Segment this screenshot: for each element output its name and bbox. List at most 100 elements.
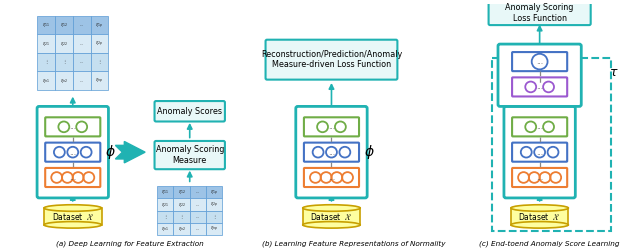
Text: $\xi_{n2}$: $\xi_{n2}$	[60, 77, 68, 85]
Text: ...: ...	[196, 227, 200, 231]
Text: $\xi_{n2}$: $\xi_{n2}$	[177, 225, 186, 233]
Text: Reconstruction/Prediction/Anomaly
Measure-driven Loss Function: Reconstruction/Prediction/Anomaly Measur…	[261, 50, 402, 69]
Ellipse shape	[303, 205, 360, 211]
FancyBboxPatch shape	[296, 106, 367, 198]
Text: ...: ...	[196, 215, 200, 219]
FancyBboxPatch shape	[154, 141, 225, 169]
Text: ...: ...	[79, 23, 84, 27]
Bar	[91, 34, 108, 53]
Text: $\xi_{21}$: $\xi_{21}$	[161, 200, 169, 208]
Text: ...: ...	[69, 173, 76, 182]
Bar	[37, 53, 55, 71]
Text: $\xi_{22}$: $\xi_{22}$	[177, 200, 186, 208]
Bar	[73, 34, 91, 53]
FancyBboxPatch shape	[512, 52, 567, 71]
Ellipse shape	[44, 205, 102, 211]
Text: ϕ: ϕ	[106, 145, 115, 159]
Bar	[511, 208, 568, 225]
FancyBboxPatch shape	[45, 168, 100, 187]
Text: ...: ...	[328, 122, 335, 131]
Text: ...: ...	[196, 202, 200, 206]
Bar	[73, 71, 91, 90]
Bar	[189, 211, 206, 223]
Text: $\vdots$: $\vdots$	[97, 58, 102, 66]
Text: ...: ...	[79, 42, 84, 46]
Text: $\xi_{2p}$: $\xi_{2p}$	[95, 39, 104, 48]
Text: $\xi_{n1}$: $\xi_{n1}$	[42, 77, 50, 85]
Text: ...: ...	[79, 60, 84, 64]
Bar	[91, 16, 108, 34]
Text: ...: ...	[79, 79, 84, 83]
Bar	[55, 71, 73, 90]
Bar	[173, 198, 189, 211]
Polygon shape	[115, 141, 145, 163]
Bar	[173, 211, 189, 223]
FancyBboxPatch shape	[504, 106, 575, 198]
Text: $\xi_{n1}$: $\xi_{n1}$	[161, 225, 169, 233]
Bar	[37, 34, 55, 53]
FancyBboxPatch shape	[45, 117, 100, 136]
Bar	[173, 186, 189, 198]
Text: $\vdots$: $\vdots$	[44, 58, 48, 66]
Text: Dataset  $\mathcal{X}$: Dataset $\mathcal{X}$	[52, 211, 94, 222]
Bar	[157, 186, 173, 198]
Bar	[37, 16, 55, 34]
FancyBboxPatch shape	[304, 143, 359, 162]
Text: Anomaly Scoring
Loss Function: Anomaly Scoring Loss Function	[506, 3, 574, 23]
Bar	[206, 223, 223, 235]
Bar	[55, 53, 73, 71]
Text: ...: ...	[536, 148, 543, 157]
Bar	[157, 211, 173, 223]
Text: $\vdots$: $\vdots$	[212, 212, 216, 221]
Text: Dataset  $\mathcal{X}$: Dataset $\mathcal{X}$	[518, 211, 561, 222]
Text: $\xi_{21}$: $\xi_{21}$	[42, 40, 50, 48]
Text: ...: ...	[536, 122, 543, 131]
Bar	[55, 34, 73, 53]
FancyBboxPatch shape	[304, 117, 359, 136]
Bar	[73, 16, 91, 34]
FancyBboxPatch shape	[37, 106, 108, 198]
Bar	[55, 16, 73, 34]
Bar	[206, 211, 223, 223]
Text: $\xi_{11}$: $\xi_{11}$	[161, 188, 169, 196]
Bar	[44, 208, 102, 225]
Text: ...: ...	[196, 190, 200, 194]
Bar	[189, 198, 206, 211]
Text: $\xi_{2p}$: $\xi_{2p}$	[210, 200, 218, 209]
Ellipse shape	[303, 222, 360, 228]
Ellipse shape	[44, 222, 102, 228]
Bar	[157, 198, 173, 211]
Text: ϕ: ϕ	[365, 145, 374, 159]
Ellipse shape	[511, 222, 568, 228]
FancyBboxPatch shape	[498, 44, 581, 106]
Text: $\xi_{np}$: $\xi_{np}$	[95, 76, 104, 85]
FancyBboxPatch shape	[512, 143, 567, 162]
Bar	[157, 223, 173, 235]
Text: ...: ...	[536, 82, 543, 91]
Text: ...: ...	[328, 173, 335, 182]
Bar	[37, 71, 55, 90]
Text: (c) End-toend Anomaly Score Learning: (c) End-toend Anomaly Score Learning	[479, 240, 620, 247]
FancyBboxPatch shape	[512, 168, 567, 187]
Text: $\xi_{11}$: $\xi_{11}$	[42, 21, 50, 29]
Bar	[91, 71, 108, 90]
Text: ...: ...	[536, 57, 543, 66]
FancyBboxPatch shape	[154, 101, 225, 122]
Text: $\xi_{12}$: $\xi_{12}$	[177, 188, 186, 196]
Text: $\vdots$: $\vdots$	[163, 212, 168, 221]
Text: τ: τ	[610, 66, 618, 79]
Bar	[91, 53, 108, 71]
Text: Dataset  $\mathcal{X}$: Dataset $\mathcal{X}$	[310, 211, 353, 222]
Bar	[189, 186, 206, 198]
Bar	[173, 223, 189, 235]
FancyBboxPatch shape	[304, 168, 359, 187]
Bar	[206, 198, 223, 211]
Text: ...: ...	[536, 173, 543, 182]
Text: ...: ...	[69, 122, 76, 131]
Text: (a) Deep Learning for Feature Extraction: (a) Deep Learning for Feature Extraction	[56, 240, 204, 247]
FancyBboxPatch shape	[512, 77, 567, 96]
Bar	[189, 223, 206, 235]
Text: Anomaly Scoring
Measure: Anomaly Scoring Measure	[156, 145, 224, 165]
FancyBboxPatch shape	[488, 1, 591, 25]
Text: (b) Learning Feature Representations of Normality: (b) Learning Feature Representations of …	[262, 240, 445, 247]
